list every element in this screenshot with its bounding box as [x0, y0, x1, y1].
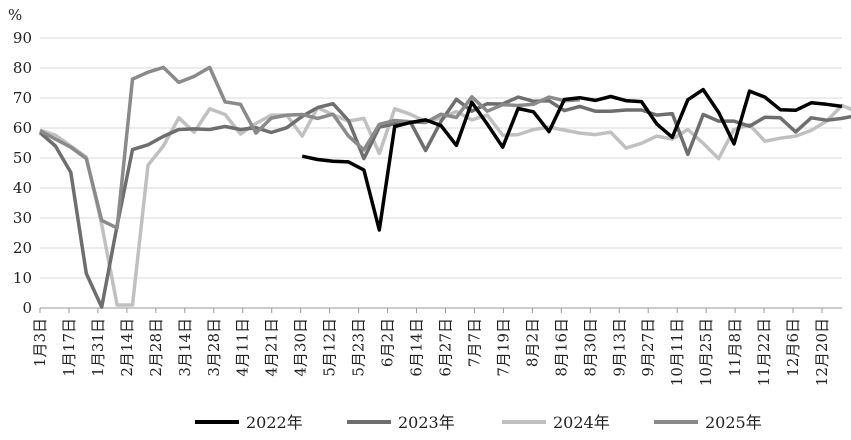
legend-label: 2023年 [398, 413, 455, 432]
y-tick-label: 50 [13, 149, 32, 167]
x-tick-label: 12月6日 [784, 318, 802, 377]
x-tick-label: 7月7日 [465, 318, 483, 367]
x-tick-label: 8月2日 [523, 318, 541, 367]
x-tick-label: 8月16日 [552, 318, 570, 377]
y-tick-label: 80 [13, 59, 32, 77]
x-tick-label: 11月22日 [755, 318, 773, 386]
x-tick-label: 9月13日 [610, 318, 628, 377]
x-tick-label: 11月8日 [726, 318, 744, 377]
x-tick-label: 10月25日 [697, 318, 715, 386]
y-axis-ticks: 0 10 20 30 40 50 60 70 80 90 [13, 29, 32, 317]
y-tick-label: 30 [13, 209, 32, 227]
y-tick-label: 0 [22, 299, 32, 317]
x-tick-label: 1月17日 [60, 318, 78, 377]
x-tick-label: 4月30日 [292, 318, 310, 377]
y-grid [40, 37, 842, 279]
x-tick-label: 5月12日 [321, 318, 339, 377]
x-tick-label: 1月3日 [31, 318, 49, 367]
x-tick-label: 8月30日 [581, 318, 599, 377]
x-tick-label: 2月14日 [118, 318, 136, 377]
x-tick-label: 4月11日 [234, 318, 252, 377]
legend-label: 2025年 [705, 413, 762, 432]
y-tick-label: 10 [13, 269, 32, 287]
x-tick-label: 6月2日 [379, 318, 397, 367]
series-lines [38, 65, 851, 309]
x-tick-label: 6月14日 [408, 318, 426, 377]
x-tick-label: 3月28日 [205, 318, 223, 377]
y-tick-label: 60 [13, 119, 32, 137]
series-line-2022年 [301, 87, 843, 232]
legend-label: 2024年 [553, 413, 610, 432]
x-tick-label: 9月27日 [639, 318, 657, 377]
y-tick-label: 90 [13, 29, 32, 47]
x-tick-label: 6月27日 [436, 318, 454, 377]
legend-label: 2022年 [246, 413, 303, 432]
y-tick-label: 70 [13, 89, 32, 107]
series-line-2024年 [39, 103, 851, 307]
x-tick-label: 12月20日 [813, 318, 831, 386]
series-line-2025年 [39, 65, 580, 230]
x-tick-label: 4月21日 [263, 318, 281, 377]
y-tick-label: 20 [13, 239, 32, 257]
x-tick-label: 2月28日 [147, 318, 165, 377]
y-tick-label: 40 [13, 179, 32, 197]
x-axis-ticks: 1月3日 1月17日 1月31日 2月14日 2月28日 3月14日 3月28日 4月11日 4… [31, 308, 831, 386]
x-tick-label: 10月11日 [668, 318, 686, 386]
y-axis-label: % [8, 6, 22, 24]
series-line-2023年 [38, 95, 851, 309]
x-tick-label: 1月31日 [89, 318, 107, 377]
x-tick-label: 7月19日 [494, 318, 512, 377]
x-tick-label: 3月14日 [176, 318, 194, 377]
x-tick-label: 5月23日 [350, 318, 368, 377]
legend: 2022年 2023年 2024年 2025年 [195, 413, 762, 432]
